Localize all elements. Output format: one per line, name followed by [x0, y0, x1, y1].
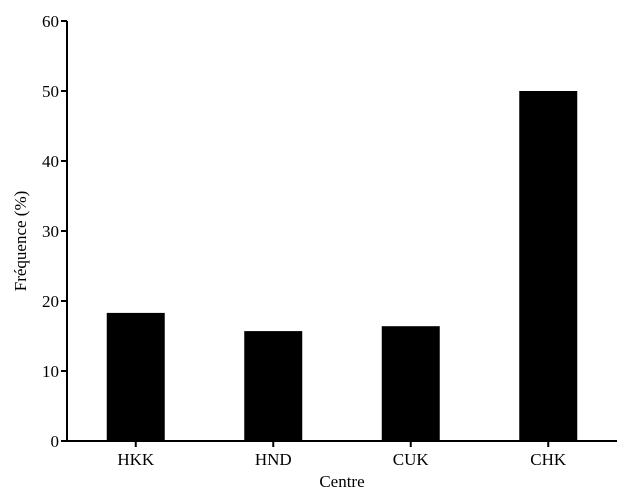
y-tick-label: 40 [42, 152, 59, 171]
x-tick-label-chk: CHK [530, 450, 567, 469]
y-tick-label: 50 [42, 82, 59, 101]
bar-cuk [381, 326, 440, 441]
bar-hnd [244, 331, 303, 441]
x-tick-label-cuk: CUK [393, 450, 430, 469]
x-axis-title: Centre [319, 472, 364, 491]
bar-chk [519, 91, 578, 441]
bar-hkk [106, 312, 165, 441]
y-tick-label: 10 [42, 362, 59, 381]
y-tick-label: 20 [42, 292, 59, 311]
y-axis-title: Fréquence (%) [11, 191, 30, 292]
x-tick-label-hkk: HKK [117, 450, 155, 469]
y-ticks: 0 10 20 30 40 50 60 [42, 12, 67, 451]
y-tick-label: 60 [42, 12, 59, 31]
x-tick-label-hnd: HND [255, 450, 292, 469]
bars [106, 91, 578, 441]
y-tick-label: 0 [51, 432, 60, 451]
y-tick-label: 30 [42, 222, 59, 241]
x-ticks: HKK HND CUK CHK [117, 441, 567, 469]
